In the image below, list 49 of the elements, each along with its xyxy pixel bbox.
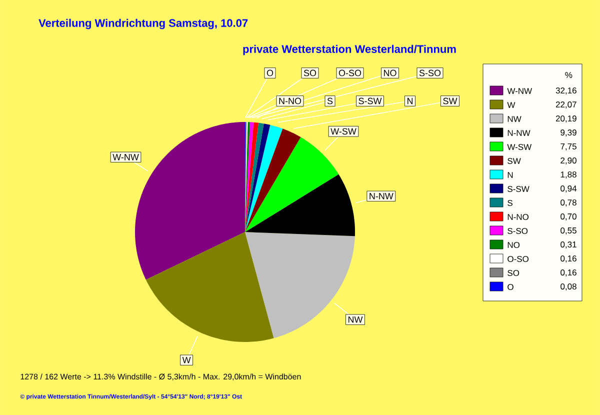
slice-label: W	[182, 356, 191, 364]
legend-title: %	[565, 72, 572, 78]
slice-label: W-NW	[112, 154, 139, 160]
slice-label: SO	[304, 70, 316, 76]
legend-label: N	[508, 172, 513, 178]
legend-label: N-NO	[508, 214, 529, 220]
data-label: 32,16	[556, 87, 576, 94]
legend-label: S-SW	[508, 186, 530, 192]
data-label: 22,07	[556, 101, 576, 108]
data-label: 9,39	[560, 129, 576, 136]
legend-label: S	[508, 200, 512, 206]
text: 1278 / 162 Werte -> 11.3% Windstille - Ø 5,3km/h - Max. 29,0km/h = Windböen	[20, 374, 301, 380]
legend-label: N-NW	[508, 130, 530, 136]
legend-label: O	[508, 284, 514, 290]
legend-label: SO	[508, 270, 520, 276]
legend-label: NO	[508, 242, 520, 248]
slice-label: O-SO	[338, 70, 362, 76]
data-label: 20,19	[556, 115, 576, 122]
data-label: 0,78	[560, 199, 576, 206]
slice-label: W-SW	[330, 128, 356, 135]
slice-label: NO	[384, 70, 396, 76]
legend-label: W-NW	[507, 88, 532, 94]
slice-label: N-NW	[370, 193, 394, 200]
legend-label: S-SO	[508, 228, 528, 234]
data-label: 0,70	[560, 213, 576, 220]
legend-label: NW	[508, 116, 522, 122]
slice-label: S	[327, 98, 333, 104]
data-label: 2,90	[560, 157, 576, 164]
data-label: 0,16	[560, 255, 576, 262]
chart-title: Verteilung Windrichtung Samstag, 10.07	[38, 18, 248, 30]
slice-label: N	[407, 98, 413, 104]
slice-label: SW	[443, 98, 458, 104]
data-label: 0,31	[560, 241, 576, 248]
data-label: 7,75	[560, 144, 576, 150]
slice-label: S-SO	[419, 70, 441, 76]
legend-label: SW	[508, 158, 521, 164]
slice-label: S-SW	[358, 98, 382, 104]
chart-subtitle: private Wetterstation Westerland/Tinnum	[243, 44, 456, 56]
legend-label: W-SW	[507, 144, 532, 150]
data-label: 0,55	[560, 227, 576, 234]
slice-label: N-NO	[279, 98, 302, 104]
slice-label: O	[266, 70, 274, 76]
data-label: 0,94	[560, 185, 577, 192]
data-label: 1,88	[560, 171, 576, 178]
data-label: 0,16	[560, 269, 576, 276]
legend-label: O-SO	[508, 256, 529, 262]
data-label: 0,08	[560, 283, 576, 290]
legend-label: W	[507, 102, 516, 108]
slice-label: NW	[348, 316, 363, 323]
